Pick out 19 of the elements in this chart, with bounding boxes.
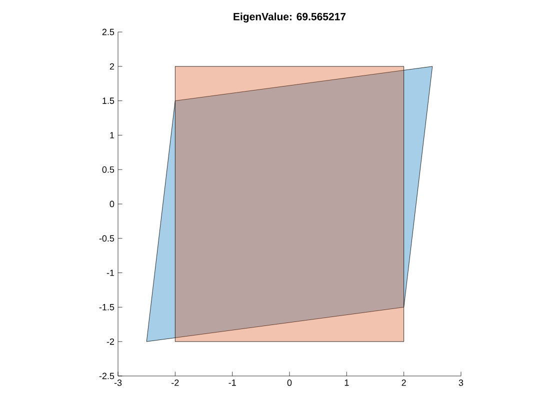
- y-tick-label: 0.5: [102, 166, 114, 173]
- y-tick-label: 2: [110, 63, 114, 70]
- x-tick-label: 1: [344, 380, 349, 386]
- x-tick-label: 2: [402, 380, 406, 386]
- y-tick-label: 1.5: [102, 98, 114, 104]
- y-tick-label: 2.5: [102, 28, 114, 36]
- y-tick-label: 0: [110, 200, 114, 208]
- x-tick-label: -1: [228, 380, 236, 386]
- x-tick-label: -3: [114, 380, 122, 386]
- y-tick-label: -0.5: [99, 235, 114, 242]
- y-tick-label: -1.5: [99, 304, 114, 310]
- x-tick-label: 0: [287, 380, 292, 386]
- y-tick-label: -2.5: [99, 372, 114, 380]
- x-tick-label: -2: [172, 380, 179, 386]
- y-tick-label: -2: [106, 338, 114, 345]
- x-tick-label: 3: [458, 380, 464, 386]
- y-tick-label: 1: [110, 132, 114, 138]
- y-tick-label: -1: [106, 270, 114, 276]
- chart-title: EigenValue: 69.565217: [234, 12, 346, 22]
